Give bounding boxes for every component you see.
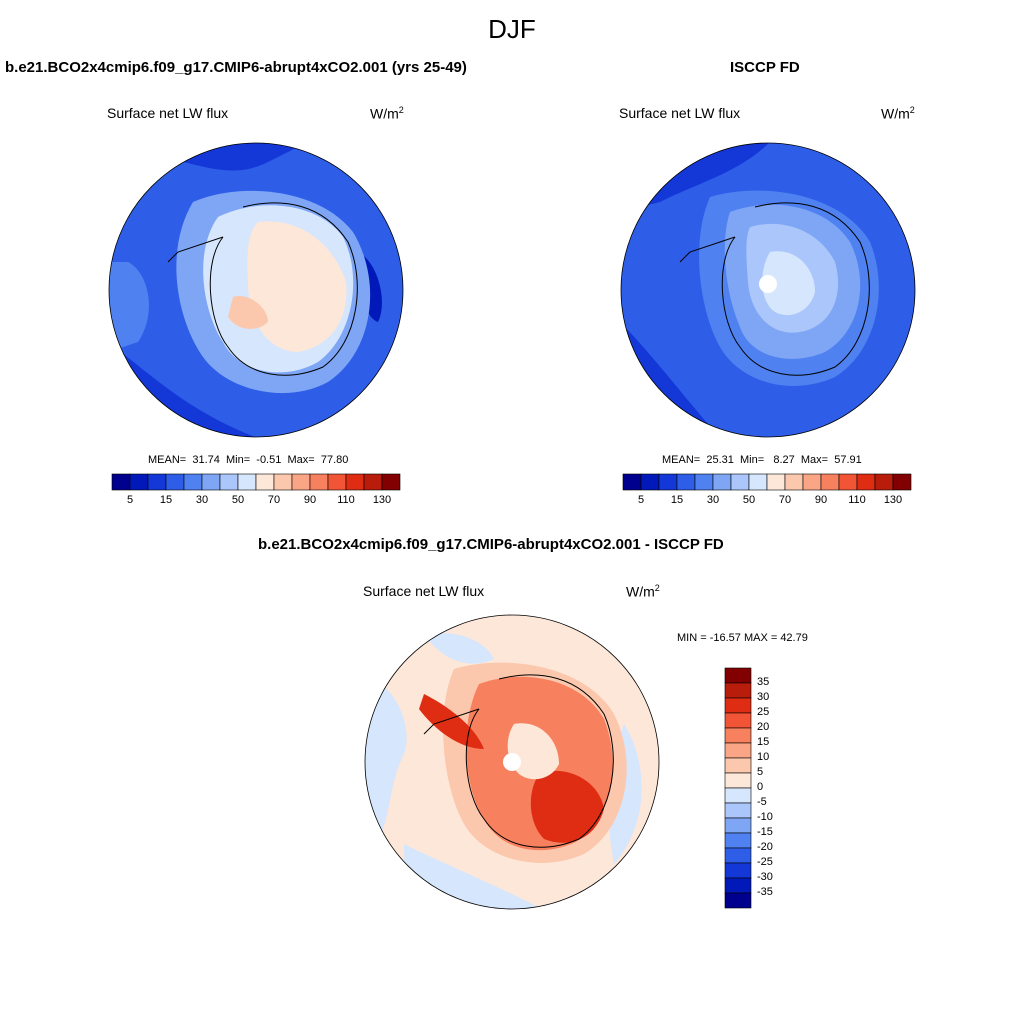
colorbar-bin: [892, 473, 912, 491]
colorbar-bin: [784, 473, 804, 491]
variable-label-obs: Surface net LW flux: [619, 105, 741, 121]
colorbar-tick-label: 30: [195, 494, 209, 506]
colorbar-tick-label: 130: [883, 494, 903, 506]
colorbar-bin: [724, 787, 752, 804]
colorbar-bin: [622, 473, 642, 491]
colorbar-bin: [111, 473, 131, 491]
polar-map-model: [108, 142, 404, 438]
colorbar-tick-label: -10: [757, 811, 773, 823]
colorbar-bin: [724, 892, 752, 909]
colorbar-bin: [327, 473, 347, 491]
colorbar-bin: [640, 473, 660, 491]
colorbar-bin: [273, 473, 293, 491]
colorbar-tick-label: 5: [637, 494, 645, 506]
polar-map-obs: [620, 142, 916, 438]
colorbar-tick-label: -20: [757, 841, 773, 853]
colorbar-bin: [724, 802, 752, 819]
colorbar-tick-label: -25: [757, 856, 773, 868]
stats-obs: MEAN= 25.31 Min= 8.27 Max= 57.91: [662, 454, 862, 466]
units-label-obs: W/m2: [881, 105, 915, 122]
colorbar-bin: [658, 473, 678, 491]
colorbar-tick-label: 5: [126, 494, 134, 506]
colorbar-tick-label: 10: [757, 751, 770, 763]
colorbar-diff: [724, 667, 752, 909]
panel-title-obs: ISCCP FD: [730, 59, 800, 76]
colorbar-bin: [237, 473, 257, 491]
colorbar-bin: [712, 473, 732, 491]
colorbar-bin: [820, 473, 840, 491]
colorbar-tick-label: 15: [757, 736, 770, 748]
colorbar-bin: [219, 473, 239, 491]
colorbar-tick-label: 130: [372, 494, 392, 506]
colorbar-tick-label: 0: [757, 781, 764, 793]
colorbar-bin: [724, 727, 752, 744]
colorbar-bin: [291, 473, 311, 491]
colorbar-bin: [345, 473, 365, 491]
colorbar-bin: [724, 817, 752, 834]
colorbar-bin: [724, 877, 752, 894]
colorbar-bin: [802, 473, 822, 491]
colorbar-obs: [622, 473, 912, 491]
colorbar-bin: [724, 742, 752, 759]
colorbar-bin: [147, 473, 167, 491]
colorbar-tick-label: 70: [778, 494, 792, 506]
colorbar-tick-label: 35: [757, 676, 770, 688]
colorbar-tick-label: -35: [757, 886, 773, 898]
colorbar-bin: [129, 473, 149, 491]
colorbar-bin: [363, 473, 383, 491]
colorbar-tick-label: 110: [848, 494, 866, 506]
colorbar-tick-label: 30: [757, 691, 770, 703]
colorbar-bin: [724, 847, 752, 864]
colorbar-bin: [694, 473, 714, 491]
colorbar-bin: [724, 832, 752, 849]
colorbar-tick-label: 30: [706, 494, 720, 506]
colorbar-tick-label: -30: [757, 871, 773, 883]
colorbar-bin: [724, 862, 752, 879]
colorbar-bin: [874, 473, 894, 491]
colorbar-tick-label: 110: [337, 494, 355, 506]
colorbar-tick-label: 15: [670, 494, 684, 506]
colorbar-tick-label: 50: [231, 494, 245, 506]
colorbar-bin: [381, 473, 401, 491]
colorbar-bin: [676, 473, 696, 491]
colorbar-bin: [255, 473, 275, 491]
colorbar-bin: [748, 473, 768, 491]
colorbar-bin: [165, 473, 185, 491]
figure-title: DJF: [488, 14, 536, 44]
colorbar-bin: [838, 473, 858, 491]
colorbar-tick-label: 5: [757, 766, 764, 778]
colorbar-bin: [856, 473, 876, 491]
units-label-model: W/m2: [370, 105, 404, 122]
colorbar-bin: [724, 667, 752, 684]
polar-map-diff: [364, 614, 660, 910]
variable-label-model: Surface net LW flux: [107, 105, 229, 121]
colorbar-tick-label: 90: [303, 494, 317, 506]
minmax-diff: MIN = -16.57 MAX = 42.79: [677, 632, 808, 644]
colorbar-tick-label: 20: [757, 721, 770, 733]
colorbar-bin: [730, 473, 750, 491]
colorbar-bin: [201, 473, 221, 491]
variable-label-diff: Surface net LW flux: [363, 583, 485, 599]
colorbar-tick-label: 25: [757, 706, 770, 718]
panel-title-diff: b.e21.BCO2x4cmip6.f09_g17.CMIP6-abrupt4x…: [258, 536, 724, 553]
colorbar-bin: [724, 697, 752, 714]
colorbar-tick-label: -5: [757, 796, 767, 808]
colorbar-tick-label: 15: [159, 494, 173, 506]
colorbar-tick-label: 70: [267, 494, 281, 506]
colorbar-tick-label: 50: [742, 494, 756, 506]
units-label-diff: W/m2: [626, 583, 660, 600]
panel-title-model: b.e21.BCO2x4cmip6.f09_g17.CMIP6-abrupt4x…: [5, 59, 467, 76]
colorbar-bin: [183, 473, 203, 491]
colorbar-tick-label: -15: [757, 826, 773, 838]
colorbar-bin: [724, 757, 752, 774]
colorbar-bin: [766, 473, 786, 491]
colorbar-bin: [724, 682, 752, 699]
colorbar-bin: [724, 712, 752, 729]
stats-model: MEAN= 31.74 Min= -0.51 Max= 77.80: [148, 454, 349, 466]
colorbar-bin: [309, 473, 329, 491]
colorbar-tick-label: 90: [814, 494, 828, 506]
colorbar-bin: [724, 772, 752, 789]
colorbar-model: [111, 473, 401, 491]
